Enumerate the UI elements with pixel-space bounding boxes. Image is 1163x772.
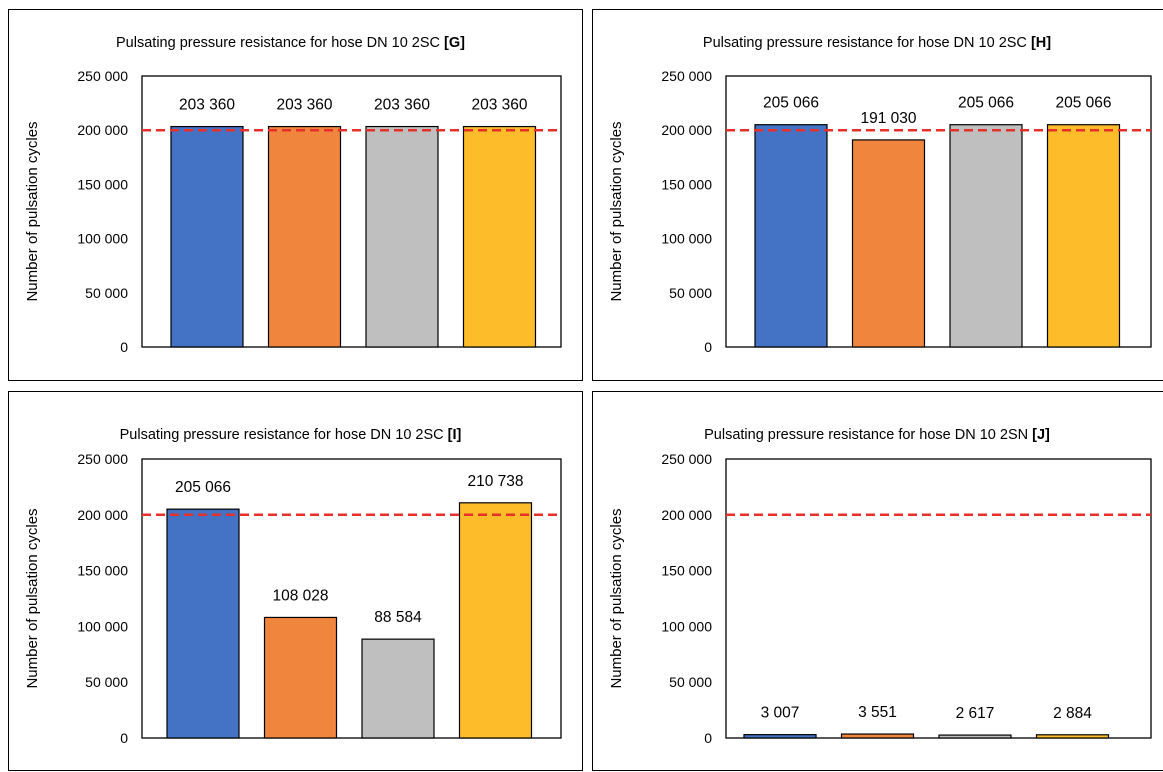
chart-title-text: Pulsating pressure resistance for hose D… [120,427,448,443]
bar-j-2 [840,733,915,739]
bar-g-1 [170,125,244,348]
y-tick-label: 150 000 [661,563,712,579]
chart-panel-j: Pulsating pressure resistance for hose D… [592,391,1163,771]
y-tick-label: 250 000 [77,451,128,467]
plot-area [141,75,562,348]
bar-j-3 [938,734,1012,739]
data-label: 2 884 [1053,705,1092,722]
bar-g-4 [462,125,537,348]
y-tick-label: 50 000 [669,674,712,690]
y-tick-label: 200 000 [77,122,128,138]
data-label: 203 360 [374,97,430,114]
chart-title: Pulsating pressure resistance for hose D… [703,35,1051,51]
data-label: 191 030 [860,110,916,127]
plot-area [725,75,1152,348]
y-tick-label: 150 000 [77,563,128,579]
bar-g-2 [267,125,342,348]
plot-area [725,458,1152,739]
y-axis-label: Number of pulsation cycles [608,121,625,301]
chart-g: Pulsating pressure resistance for hose D… [24,35,562,355]
bar-i-2 [263,616,338,739]
y-tick-label: 100 000 [77,618,128,634]
chart-title: Pulsating pressure resistance for hose D… [116,35,465,51]
y-tick-label: 0 [704,339,712,355]
bar-i-1 [166,508,240,739]
data-label: 205 066 [1055,95,1111,112]
bar-i-3 [361,638,435,739]
chart-title-tag: [J] [1032,427,1050,443]
data-label: 108 028 [272,587,328,604]
bar-h-2 [851,139,926,348]
chart-panel-g: Pulsating pressure resistance for hose D… [8,9,583,381]
bar-j-4 [1035,734,1110,739]
chart-i: Pulsating pressure resistance for hose D… [24,427,562,746]
y-axis-label: Number of pulsation cycles [24,121,41,301]
chart-title-tag: [I] [448,427,462,443]
data-label: 88 584 [374,609,422,626]
y-tick-label: 250 000 [661,68,712,84]
chart-panel-i: Pulsating pressure resistance for hose D… [8,391,583,771]
data-label: 205 066 [175,479,231,496]
y-tick-label: 250 000 [77,68,128,84]
data-label: 203 360 [471,97,527,114]
y-tick-label: 0 [704,730,712,746]
data-label: 205 066 [763,95,819,112]
y-tick-label: 0 [120,730,128,746]
data-label: 205 066 [958,95,1014,112]
bar-h-3 [949,124,1023,348]
bar-h-4 [1046,124,1121,348]
data-label: 203 360 [276,97,332,114]
y-tick-label: 200 000 [77,507,128,523]
chart-title-tag: [G] [444,35,465,51]
plot-area [141,458,562,739]
y-tick-label: 100 000 [661,618,712,634]
y-axis-label: Number of pulsation cycles [608,508,625,688]
data-label: 2 617 [956,705,995,722]
chart-title: Pulsating pressure resistance for hose D… [120,427,462,443]
chart-title-text: Pulsating pressure resistance for hose D… [704,427,1032,443]
chart-h: Pulsating pressure resistance for hose D… [608,35,1152,355]
data-label: 210 738 [467,473,523,490]
data-label: 203 360 [179,97,235,114]
y-tick-label: 0 [120,339,128,355]
bar-i-4 [458,502,533,739]
chart-j: Pulsating pressure resistance for hose D… [608,427,1152,746]
data-label: 3 551 [858,704,897,721]
chart-title-tag: [H] [1031,35,1051,51]
data-label: 3 007 [761,705,800,722]
y-tick-label: 100 000 [77,231,128,247]
bar-g-3 [365,125,439,348]
y-tick-label: 200 000 [661,507,712,523]
y-tick-label: 150 000 [77,176,128,192]
y-tick-label: 100 000 [661,231,712,247]
y-tick-label: 50 000 [85,285,128,301]
bar-h-1 [754,124,828,348]
y-tick-label: 200 000 [661,122,712,138]
bar-j-1 [743,734,817,739]
y-tick-label: 50 000 [85,674,128,690]
chart-title-text: Pulsating pressure resistance for hose D… [703,35,1031,51]
y-tick-label: 150 000 [661,176,712,192]
y-axis-label: Number of pulsation cycles [24,508,41,688]
chart-title: Pulsating pressure resistance for hose D… [704,427,1050,443]
chart-panel-h: Pulsating pressure resistance for hose D… [592,9,1163,381]
y-tick-label: 50 000 [669,285,712,301]
chart-title-text: Pulsating pressure resistance for hose D… [116,35,444,51]
y-tick-label: 250 000 [661,451,712,467]
